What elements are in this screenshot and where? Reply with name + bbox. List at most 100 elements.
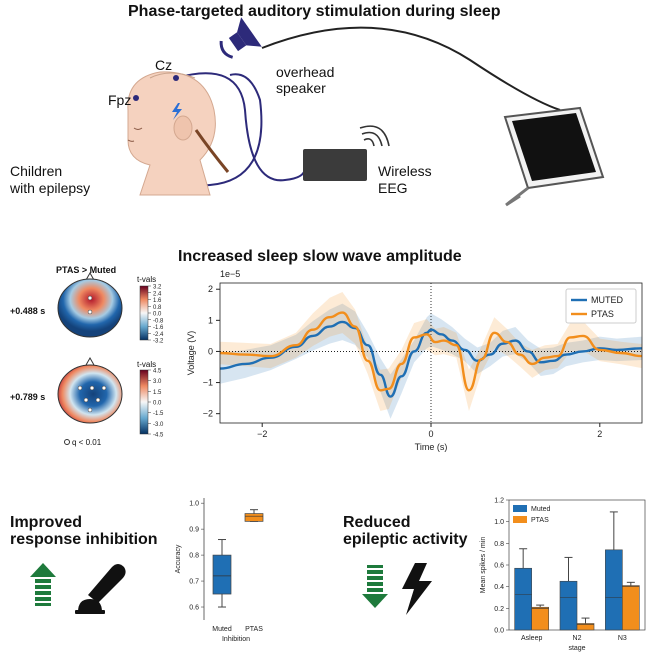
speaker-label-1: overhead: [276, 64, 335, 80]
cz-cable: [175, 72, 306, 182]
colorbar-tick-label: -3.0: [153, 422, 164, 428]
colorbar-tick-label: 0.8: [153, 305, 162, 311]
legend-label-muted: MUTED: [591, 295, 623, 305]
setup-title: Phase-targeted auditory stimulation duri…: [128, 3, 501, 20]
y-tick-label: 0.2: [494, 606, 504, 613]
topo-title: PTAS > Muted: [56, 265, 117, 275]
inhibition-title-2: response inhibition: [10, 531, 158, 548]
q-note: q < 0.01: [72, 438, 102, 447]
q-marker: [64, 439, 70, 445]
y-tick-label: −1: [203, 378, 213, 388]
x-tick-label: N2: [573, 635, 582, 642]
slow-wave-line-chart: 1e−5 −2 0 2 −2 −1 0 1 2 Time (s) Voltage (V) MUTED P…: [186, 269, 643, 452]
colorbar-tick-label: 0.0: [153, 312, 162, 318]
y-tick-label: 0.0: [494, 628, 504, 635]
colorbar-tick-label: 1.6: [153, 298, 162, 304]
colorbar-2: [139, 369, 149, 435]
bar-ptas: [622, 585, 640, 631]
colorbar-1-ticks: 3.22.41.60.80.0-0.8-1.6-2.4-3.2: [148, 285, 164, 345]
legend-swatch-ptas: [513, 516, 527, 523]
colorbar-tick-label: 1.5: [153, 390, 162, 396]
eeg-label-1: Wireless: [378, 163, 432, 179]
x-tick-label: Muted: [212, 626, 232, 633]
colorbar-tick-label: 0.0: [153, 401, 162, 407]
y-tick-label: 0.9: [189, 527, 199, 534]
cbar2-label: t-vals: [137, 360, 157, 369]
legend-label-muted: Muted: [531, 506, 551, 513]
colorbar-tick-label: -3.2: [153, 339, 164, 345]
y-axis-label: Voltage (V): [186, 331, 196, 376]
section3-icons: [30, 563, 432, 615]
x-tick-label: PTAS: [245, 626, 263, 633]
cz-electrode: [173, 75, 179, 81]
speaker-cable: [261, 26, 561, 111]
cbar1-label: t-vals: [137, 275, 157, 284]
colorbar-1: [139, 285, 149, 341]
y-tick-label: −2: [203, 409, 213, 419]
y-axis-label: Accuracy: [175, 544, 182, 573]
colorbar-tick-label: -4.5: [153, 433, 164, 439]
fpz-electrode: [133, 95, 139, 101]
topomap-1: [57, 271, 123, 338]
x-tick-label: −2: [257, 429, 267, 439]
series-line-ptas: [219, 311, 643, 392]
legend-label-ptas: PTAS: [531, 517, 549, 524]
x-tick-label: 0: [428, 429, 433, 439]
speaker-icon: [219, 17, 262, 59]
y-tick-label: 0.4: [494, 584, 504, 591]
topomaps: 3.22.41.60.80.0-0.8-1.6-2.4-3.2 4.53.01.…: [57, 271, 164, 445]
epileptic-title-1: Reduced: [343, 514, 411, 531]
y-tick-label: 1.0: [189, 501, 199, 508]
accuracy-box-chart: 0.6 0.7 0.8 0.9 1.0 Muted PTAS Inhibition Accura…: [175, 498, 264, 643]
y-tick-label: 1: [208, 315, 213, 325]
lightning-small-icon: [172, 103, 182, 120]
lightning-icon: [402, 563, 432, 615]
child-head-icon: [127, 71, 230, 196]
x-tick-label: 2: [597, 429, 602, 439]
inhibition-title-1: Improved: [10, 514, 83, 531]
y-tick-label: 2: [208, 284, 213, 294]
tablet-icon: [503, 106, 605, 207]
series-band-muted: [220, 303, 642, 419]
colorbar-2-ticks: 4.5 3.0 1.5 0.0 -1.5 -3.0 -4.5: [148, 369, 164, 439]
eeg-label-2: EEG: [378, 180, 408, 196]
legend-label-ptas: PTAS: [591, 309, 614, 319]
green-up-arrow-icon: [30, 563, 56, 606]
children-label-2: with epilepsy: [10, 180, 91, 196]
fpz-label: Fpz: [108, 92, 132, 108]
colorbar-tick-label: -2.4: [153, 332, 164, 338]
box-ptas: [244, 513, 264, 522]
button-press-icon: [75, 564, 126, 614]
bar-ptas: [531, 606, 549, 631]
y-tick-label: 0.8: [494, 541, 504, 548]
colorbar-tick-label: -1.5: [153, 411, 164, 417]
y-tick-label: 0: [208, 346, 213, 356]
y-tick-label: 0.6: [494, 563, 504, 570]
y-axis-label: Mean spikes / min: [480, 537, 487, 594]
colorbar-tick-label: 4.5: [153, 369, 162, 375]
y-tick-label: 0.8: [189, 553, 199, 560]
spikes-bar-chart: 0.0 0.2 0.4 0.6 0.8 1.0 1.2 Asleep N2 N3 stage Mean…: [480, 498, 646, 652]
scale-label: 1e−5: [220, 269, 240, 279]
colorbar-tick-label: 3.2: [153, 285, 162, 291]
x-tick-label: Asleep: [521, 635, 543, 642]
y-tick-label: 0.6: [189, 605, 199, 612]
x-tick-label: N3: [618, 635, 627, 642]
cz-label: Cz: [155, 57, 173, 73]
series-line-muted: [219, 320, 643, 398]
children-label-1: Children: [10, 163, 63, 179]
green-down-arrow-icon: [362, 565, 388, 608]
y-tick-label: 1.2: [494, 498, 504, 505]
box-muted: [212, 554, 232, 595]
speaker-label-2: speaker: [276, 80, 326, 96]
setup-illustration: [127, 17, 605, 207]
wireless-icon: [359, 125, 390, 147]
topomap-2: [57, 356, 123, 424]
bar-muted: [514, 567, 532, 631]
x-axis-label: Time (s): [415, 442, 448, 452]
colorbar-tick-label: -0.8: [153, 318, 164, 324]
topo1-time: +0.488 s: [10, 306, 46, 316]
eeg-box-icon: [303, 149, 367, 181]
colorbar-tick-label: 2.4: [153, 291, 162, 297]
slow-wave-title: Increased sleep slow wave amplitude: [178, 248, 462, 265]
